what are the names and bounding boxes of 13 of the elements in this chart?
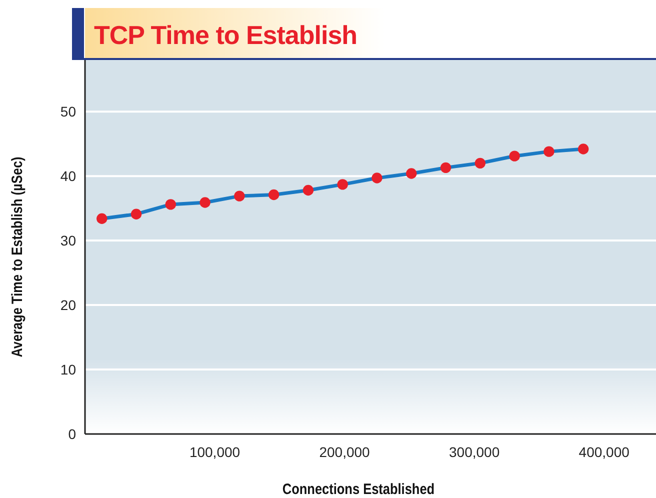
y-tick-label: 40 [60, 168, 76, 184]
x-axis-title: Connections Established [282, 480, 435, 498]
y-axis-title: Average Time to Establish (µSec) [8, 156, 26, 358]
y-tick-label: 10 [60, 361, 76, 378]
y-tick-label: 30 [60, 232, 76, 248]
chart-title: TCP Time to Establish [94, 20, 358, 50]
y-tick-label: 50 [60, 103, 76, 120]
x-tick-label: 400,000 [578, 444, 630, 460]
x-tick-label: 100,000 [189, 444, 240, 460]
y-tick-label: 0 [68, 426, 76, 442]
x-tick-label: 200,000 [319, 444, 370, 460]
y-tick-label: 20 [60, 296, 76, 313]
x-tick-label: 300,000 [449, 444, 500, 460]
